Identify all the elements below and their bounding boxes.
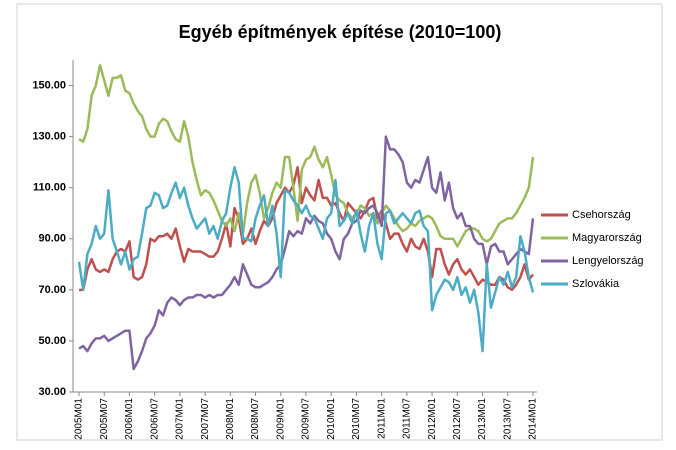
x-tick-label: 2013M07 bbox=[502, 398, 513, 440]
x-tick-label: 2008M07 bbox=[250, 398, 261, 440]
y-tick-label: 30.00 bbox=[38, 386, 66, 398]
y-tick-label: 70.00 bbox=[38, 284, 66, 296]
series-line bbox=[78, 63, 535, 248]
x-tick-label: 2014M01 bbox=[528, 398, 539, 440]
series-line bbox=[78, 135, 535, 371]
series-line bbox=[77, 166, 535, 353]
x-tick-label: 2006M01 bbox=[124, 398, 135, 440]
x-tick-label: 2005M07 bbox=[99, 398, 110, 440]
legend-label: Szlovákia bbox=[572, 278, 620, 290]
legend-label: Lengyelország bbox=[572, 255, 644, 267]
x-tick-label: 2008M01 bbox=[225, 398, 236, 440]
x-tick-label: 2010M07 bbox=[351, 398, 362, 440]
x-tick-label: 2012M01 bbox=[427, 398, 438, 440]
chart-title: Egyéb építmények építése (2010=100) bbox=[179, 22, 502, 42]
legend-label: Magyarország bbox=[572, 232, 642, 244]
x-tick-label: 2009M01 bbox=[275, 398, 286, 440]
y-tick-label: 50.00 bbox=[38, 335, 66, 347]
legend-label: Csehország bbox=[572, 209, 631, 221]
x-tick-label: 2011M01 bbox=[376, 398, 387, 439]
x-tick-label: 2007M07 bbox=[200, 398, 211, 440]
x-tick-label: 2012M07 bbox=[452, 398, 463, 440]
y-tick-label: 110.00 bbox=[33, 182, 66, 194]
x-tick-label: 2009M07 bbox=[301, 398, 312, 440]
y-tick-label: 130.00 bbox=[32, 131, 66, 143]
x-tick-label: 2006M07 bbox=[149, 398, 160, 440]
x-tick-label: 2011M07 bbox=[402, 398, 413, 439]
x-tick-label: 2007M01 bbox=[175, 398, 186, 440]
x-tick-label: 2013M01 bbox=[477, 398, 488, 440]
y-tick-label: 150.00 bbox=[32, 79, 66, 91]
x-tick-label: 2010M01 bbox=[326, 398, 337, 440]
y-tick-label: 90.00 bbox=[38, 233, 66, 245]
series-line bbox=[79, 166, 534, 292]
x-tick-label: 2005M01 bbox=[74, 398, 85, 440]
